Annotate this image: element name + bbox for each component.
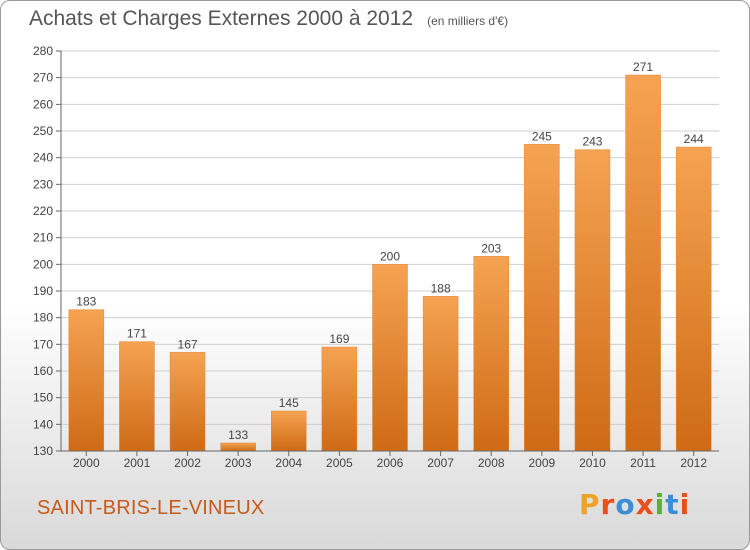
- x-tick-label: 2009: [528, 456, 555, 470]
- logo-letter: i: [654, 488, 666, 521]
- y-tick-label: 260: [33, 97, 53, 111]
- bar-2002: [169, 352, 206, 452]
- logo-letter: i: [679, 488, 691, 521]
- y-tick-label: 130: [33, 444, 53, 458]
- y-tick-label: 170: [33, 337, 53, 351]
- logo-letter: P: [579, 488, 601, 521]
- x-tick-label: 2002: [174, 456, 201, 470]
- y-tick-label: 180: [33, 311, 53, 325]
- x-tick-label: 2000: [73, 456, 100, 470]
- bar-2005: [321, 346, 358, 452]
- x-tick-label: 2007: [427, 456, 454, 470]
- logo-letter: o: [615, 488, 636, 521]
- y-tick-label: 230: [33, 177, 53, 191]
- data-label: 171: [127, 327, 147, 341]
- data-label: 145: [279, 396, 299, 410]
- bar-2004: [271, 410, 307, 452]
- bar-2007: [422, 296, 459, 452]
- data-label: 133: [228, 428, 248, 442]
- data-label: 203: [481, 241, 501, 255]
- logo-letter: x: [635, 488, 655, 521]
- y-tick-label: 270: [33, 71, 53, 85]
- chart-title: Achats et Charges Externes 2000 à 2012: [29, 7, 414, 30]
- data-label: 167: [178, 337, 198, 351]
- bar-2006: [372, 264, 408, 452]
- chart-title-line: Achats et Charges Externes 2000 à 2012 (e…: [29, 7, 508, 31]
- x-tick-label: 2008: [478, 456, 505, 470]
- y-tick-label: 160: [33, 364, 53, 378]
- bar-2009: [524, 144, 560, 452]
- x-tick-label: 2011: [630, 456, 656, 470]
- y-tick-label: 140: [33, 417, 53, 431]
- bar-2000: [68, 309, 105, 452]
- data-label: 271: [633, 60, 653, 74]
- bar-2008: [473, 256, 509, 452]
- x-tick-label: 2010: [579, 456, 606, 470]
- bar-2001: [119, 341, 155, 452]
- data-label: 245: [532, 129, 552, 143]
- y-tick-label: 240: [33, 151, 53, 165]
- x-tick-label: 2004: [275, 456, 302, 470]
- y-tick-label: 250: [33, 124, 53, 138]
- data-label: 200: [380, 249, 400, 263]
- y-tick-label: 150: [33, 391, 53, 405]
- logo-letter: t: [665, 488, 680, 521]
- x-tick-label: 2012: [680, 456, 707, 470]
- data-label: 169: [329, 332, 349, 346]
- logo-letter: r: [600, 488, 616, 521]
- chart-unit: (en milliers d'€): [427, 14, 509, 28]
- data-label: 188: [431, 281, 451, 295]
- x-tick-label: 2003: [225, 456, 252, 470]
- data-label: 183: [76, 295, 96, 309]
- commune-name: SAINT-BRIS-LE-VINEUX: [37, 497, 265, 519]
- x-tick-label: 2005: [326, 456, 353, 470]
- y-tick-label: 200: [33, 257, 53, 271]
- data-label: 244: [684, 132, 704, 146]
- bar-2003: [220, 442, 256, 452]
- bar-2012: [675, 146, 712, 452]
- y-tick-label: 210: [33, 231, 53, 245]
- y-tick-label: 220: [33, 204, 53, 218]
- proxiti-logo[interactable]: Proxiti: [579, 488, 690, 521]
- y-tick-label: 280: [33, 44, 53, 58]
- x-tick-label: 2001: [124, 456, 151, 470]
- bar-2010: [574, 149, 611, 452]
- data-label: 243: [582, 135, 602, 149]
- data-labels: 183 171 167 133 145 169 200 188 203 245 243 271 244: [76, 60, 704, 442]
- axes: 130 140 150 160 170 180 190 200 210 220 230 240 250 2…: [33, 44, 719, 470]
- bars: [68, 74, 712, 452]
- x-tick-label: 2006: [377, 456, 404, 470]
- y-tick-label: 190: [33, 284, 53, 298]
- bar-2011: [625, 74, 661, 452]
